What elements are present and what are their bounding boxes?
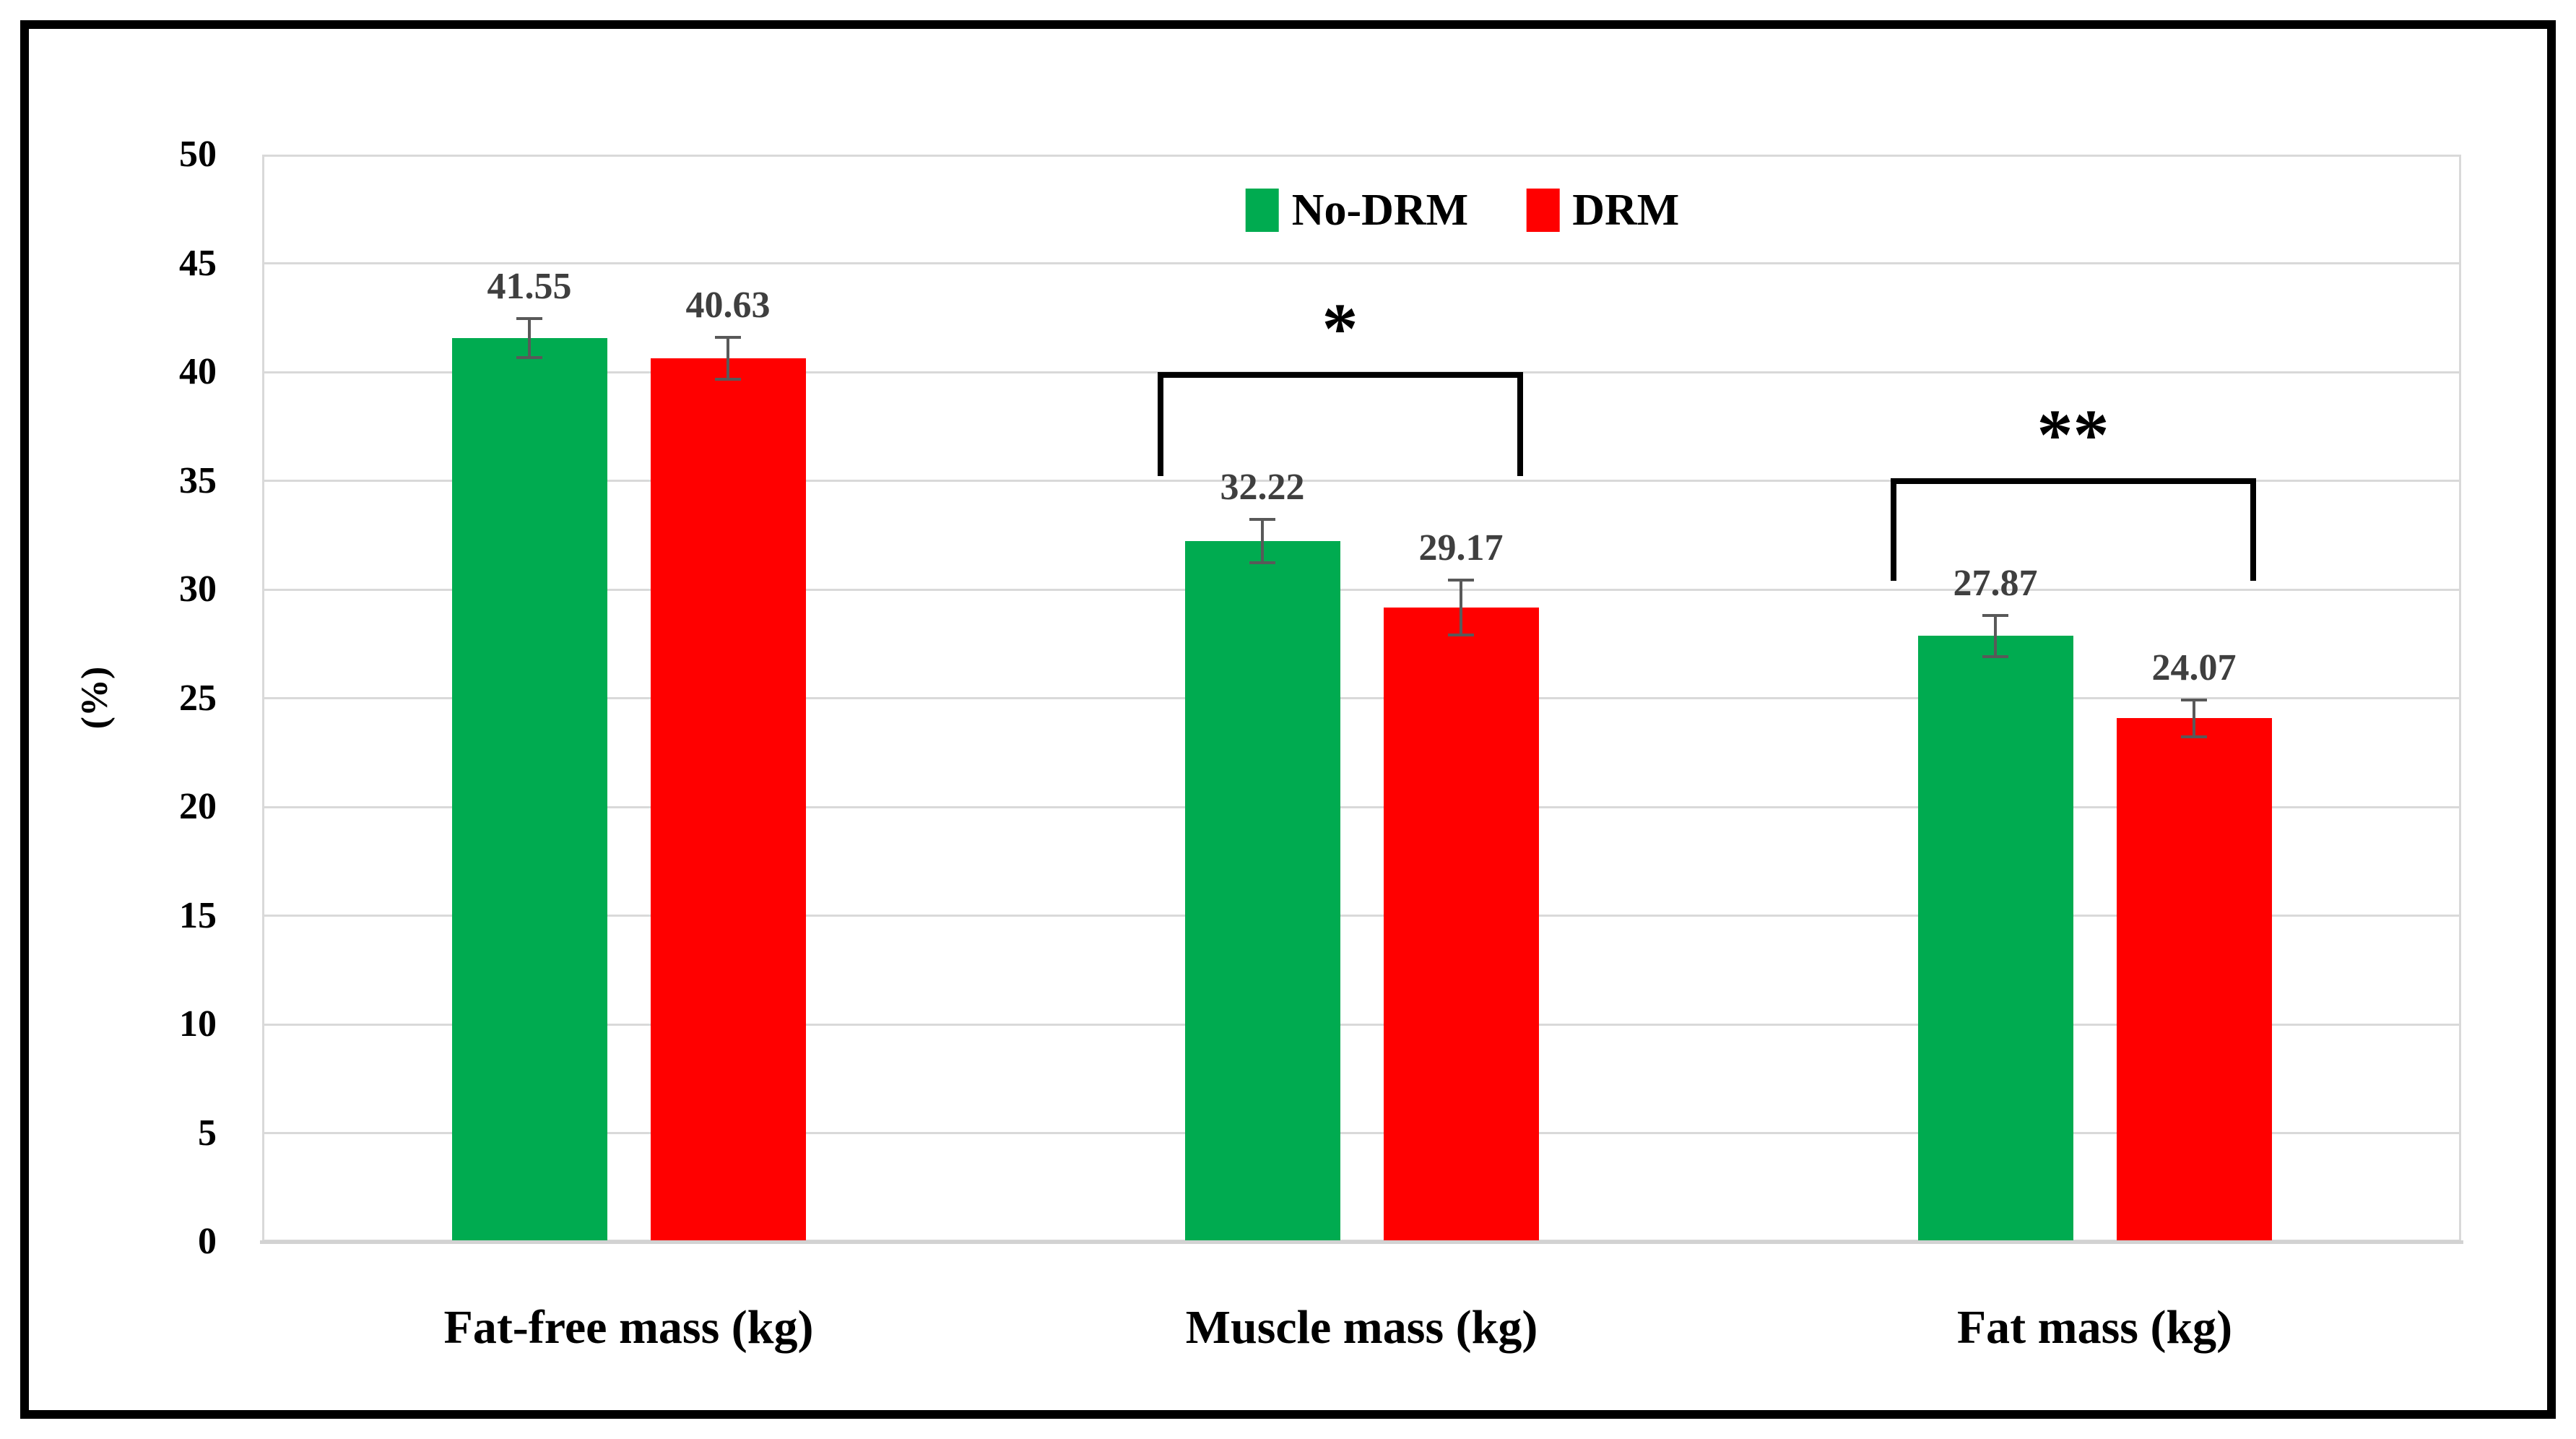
bar-value-label: 32.22 — [1220, 467, 1305, 509]
y-tick-label: 20 — [179, 786, 217, 827]
bar-no-drm — [451, 338, 607, 1240]
legend-swatch-drm-icon — [1526, 189, 1560, 232]
gridline — [262, 915, 2461, 917]
error-bar — [1994, 615, 1997, 657]
legend-item-no-drm: No-DRM — [1245, 186, 1469, 235]
error-bar — [1460, 580, 1462, 635]
error-bar-cap-top — [1249, 518, 1275, 522]
significance-bracket — [1890, 478, 2256, 581]
error-bar-cap-bottom — [516, 356, 542, 360]
gridline — [262, 697, 2461, 699]
y-tick-label: 35 — [179, 459, 217, 501]
y-tick-label: 50 — [179, 134, 217, 175]
error-bar — [1261, 519, 1264, 563]
bar-no-drm — [1184, 541, 1340, 1240]
gridline — [262, 1023, 2461, 1026]
significance-label: * — [1322, 288, 1358, 368]
bar-value-label: 40.63 — [685, 285, 771, 327]
significance-bracket — [1157, 372, 1523, 477]
legend-swatch-no-drm-icon — [1245, 189, 1279, 232]
error-bar-cap-bottom — [1249, 561, 1275, 565]
bar-drm — [2116, 718, 2272, 1240]
bar-no-drm — [1917, 636, 2073, 1240]
y-tick-label: 15 — [179, 894, 217, 936]
legend-label-drm: DRM — [1572, 186, 1680, 235]
x-category-label: Muscle mass (kg) — [1185, 1301, 1538, 1354]
legend: No-DRM DRM — [1245, 186, 1679, 235]
y-tick-label: 30 — [179, 569, 217, 610]
bar-value-label: 27.87 — [1953, 562, 2038, 604]
y-tick-label: 5 — [198, 1112, 217, 1154]
error-bar-cap-top — [1982, 613, 2008, 617]
y-tick-label: 10 — [179, 1003, 217, 1045]
bar-value-label: 24.07 — [2151, 647, 2237, 688]
error-bar — [528, 319, 531, 358]
bar-value-label: 41.55 — [487, 266, 572, 308]
y-tick-label: 45 — [179, 242, 217, 284]
bar-drm — [650, 358, 806, 1240]
x-category-label: Fat mass (kg) — [1956, 1301, 2233, 1354]
gridline — [262, 480, 2461, 482]
x-category-label: Fat-free mass (kg) — [443, 1301, 814, 1354]
y-tick-label: 25 — [179, 677, 217, 719]
error-bar — [2193, 699, 2195, 738]
error-bar-cap-bottom — [2181, 735, 2207, 739]
error-bar-cap-top — [715, 336, 741, 340]
error-bar — [727, 337, 729, 379]
gridline — [262, 588, 2461, 591]
error-bar-cap-bottom — [1448, 633, 1474, 636]
legend-label-no-drm: No-DRM — [1291, 186, 1469, 235]
gridline — [262, 262, 2461, 264]
error-bar-cap-top — [2181, 698, 2207, 701]
gridline — [262, 1132, 2461, 1134]
error-bar-cap-bottom — [715, 377, 741, 381]
bar-drm — [1383, 607, 1539, 1240]
x-axis-line — [260, 1240, 2463, 1244]
y-tick-label: 0 — [198, 1221, 217, 1262]
gridline — [262, 805, 2461, 808]
bar-value-label: 29.17 — [1418, 527, 1504, 569]
significance-label: ** — [2037, 394, 2109, 475]
error-bar-cap-top — [516, 317, 542, 321]
legend-item-drm: DRM — [1526, 188, 1679, 233]
error-bar-cap-top — [1448, 579, 1474, 582]
error-bar-cap-bottom — [1982, 654, 2008, 658]
y-tick-label: 40 — [179, 351, 217, 392]
